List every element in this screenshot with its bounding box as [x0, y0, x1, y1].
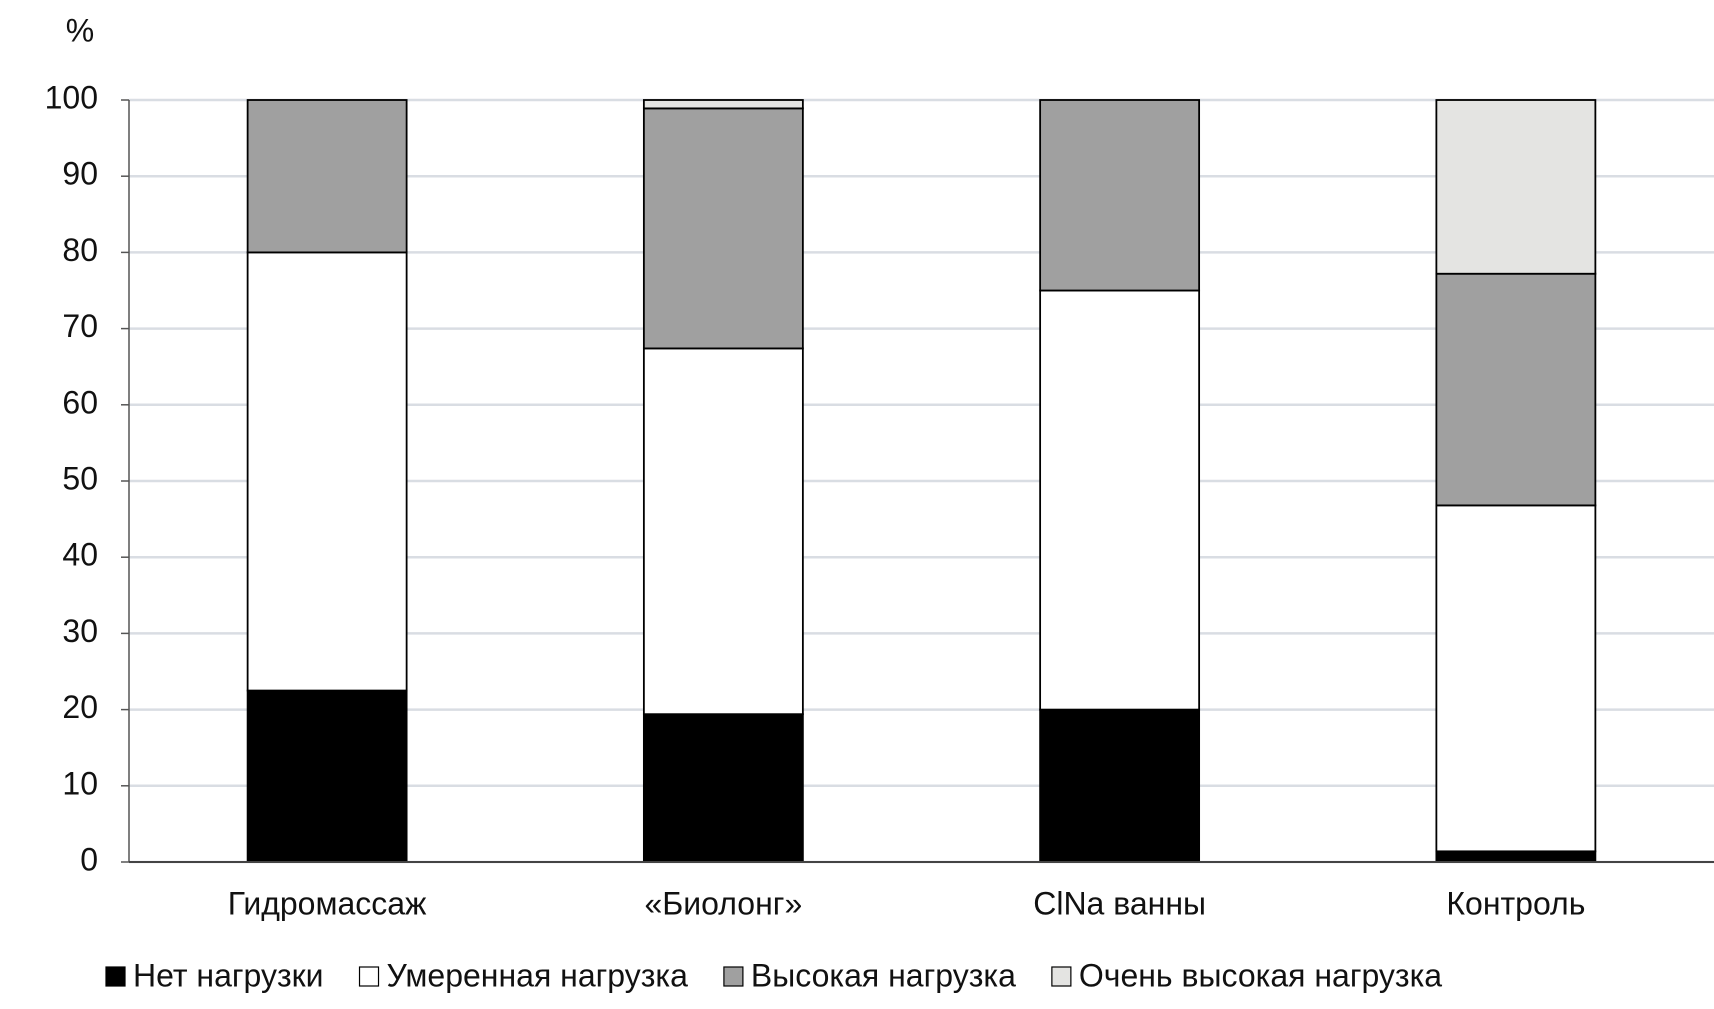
y-tick-label: 30: [62, 613, 98, 649]
y-axis-label: %: [66, 12, 94, 48]
y-tick-label: 50: [62, 460, 98, 496]
x-tick-label: Гидромассаж: [228, 885, 427, 921]
bar-segment: [642, 347, 804, 716]
bar-segment: [1039, 99, 1201, 292]
legend-label: Умеренная нагрузка: [387, 957, 689, 993]
bar-segment: [1435, 272, 1597, 507]
bar-segment: [1435, 99, 1597, 275]
y-tick-label: 100: [45, 79, 98, 115]
bar-segment: [1435, 850, 1597, 863]
bar-segment: [246, 99, 408, 254]
y-tick-label: 80: [62, 232, 98, 268]
bar-segment: [1039, 708, 1201, 863]
x-tick-label: ClNa ванны: [1033, 885, 1206, 921]
bar-segment: [642, 107, 804, 350]
legend-swatch: [723, 966, 744, 987]
y-tick-label: 60: [62, 384, 98, 420]
y-tick-label: 0: [80, 841, 98, 877]
y-tick-label: 90: [62, 156, 98, 192]
bar-segment: [246, 689, 408, 863]
bar-segment: [642, 713, 804, 863]
legend-label: Очень высокая нагрузка: [1079, 957, 1442, 993]
y-tick-label: 10: [62, 765, 98, 801]
legend-label: Нет нагрузки: [133, 957, 324, 993]
legend-swatch: [105, 966, 126, 987]
bar-segment: [642, 99, 804, 110]
legend-swatch: [1051, 966, 1072, 987]
x-tick-label: «Биолонг»: [645, 885, 803, 921]
legend-swatch: [358, 966, 380, 987]
y-tick-label: 40: [62, 537, 98, 573]
legend-label: Высокая нагрузка: [751, 957, 1016, 993]
bar-segment: [1435, 504, 1597, 853]
y-tick-label: 20: [62, 689, 98, 725]
bar-segment: [1039, 289, 1201, 711]
y-tick-label: 70: [62, 308, 98, 344]
x-tick-label: Контроль: [1446, 885, 1585, 921]
bar-segment: [246, 251, 408, 692]
